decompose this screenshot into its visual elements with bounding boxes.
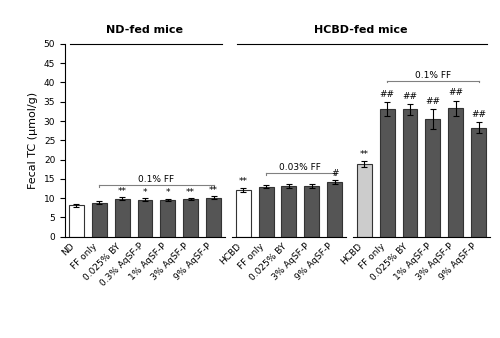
Text: HCBD-fed mice: HCBD-fed mice xyxy=(314,25,408,35)
Bar xyxy=(160,200,175,237)
Bar xyxy=(448,108,463,237)
Bar xyxy=(183,199,198,237)
Text: ##: ## xyxy=(471,110,486,119)
Bar xyxy=(236,190,250,237)
Text: ##: ## xyxy=(448,89,463,97)
Text: 0.1% FF: 0.1% FF xyxy=(138,175,174,184)
Y-axis label: Fecal TC (μmol/g): Fecal TC (μmol/g) xyxy=(28,92,38,189)
Bar xyxy=(206,198,221,237)
Text: ##: ## xyxy=(426,97,440,106)
Text: ND-fed mice: ND-fed mice xyxy=(106,25,184,35)
Text: 0.1% FF: 0.1% FF xyxy=(415,71,451,80)
Text: *: * xyxy=(142,188,147,197)
Bar xyxy=(402,110,417,237)
Bar xyxy=(471,127,486,237)
Text: **: ** xyxy=(209,186,218,195)
Text: 0.03% FF: 0.03% FF xyxy=(280,163,322,172)
Bar xyxy=(327,182,342,237)
Bar xyxy=(357,164,372,237)
Bar xyxy=(380,109,394,237)
Bar xyxy=(282,186,296,237)
Text: **: ** xyxy=(360,150,369,159)
Bar xyxy=(69,206,84,237)
Bar xyxy=(138,200,152,237)
Text: #: # xyxy=(331,169,338,178)
Text: ##: ## xyxy=(402,92,417,101)
Text: ##: ## xyxy=(380,90,394,99)
Text: **: ** xyxy=(186,188,195,196)
Text: **: ** xyxy=(238,177,248,186)
Text: **: ** xyxy=(118,187,126,196)
Bar xyxy=(114,199,130,237)
Bar xyxy=(304,186,319,237)
Bar xyxy=(426,119,440,237)
Bar xyxy=(92,203,106,237)
Bar xyxy=(258,187,274,237)
Text: *: * xyxy=(166,188,170,197)
